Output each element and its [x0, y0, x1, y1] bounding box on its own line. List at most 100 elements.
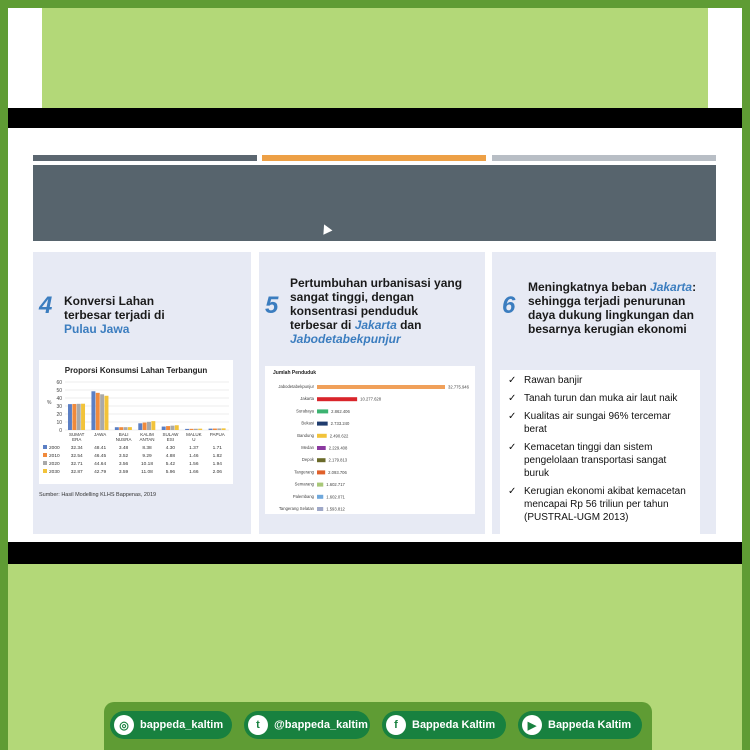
- twitter-icon: t: [248, 715, 268, 735]
- x-tick-label: U: [192, 437, 195, 442]
- list-item: ✓ Kemacetan tinggi dan sistem pengelolaan…: [506, 441, 694, 480]
- bar: [174, 425, 179, 430]
- legend-swatch: [43, 469, 47, 473]
- impact-list: ✓ Rawan banjir ✓ Tanah turun dan muka air …: [500, 370, 700, 534]
- bar: [127, 427, 132, 430]
- bar: [81, 403, 86, 430]
- category-label: Jakarta: [300, 396, 314, 401]
- mouse-cursor-icon: [319, 222, 333, 235]
- facebook-handle: Bappeda Kaltim: [412, 719, 496, 731]
- instagram-handle: bappeda_kaltim: [140, 719, 224, 731]
- panel-title: Pertumbuhan urbanisasi yang sangat tingg…: [290, 276, 462, 346]
- legend-swatch: [43, 445, 47, 449]
- bar: [147, 421, 151, 430]
- data-label: 1.71: [213, 445, 223, 451]
- bar: [317, 507, 324, 511]
- bar: [114, 427, 119, 430]
- checkmark-icon: ✓: [508, 411, 517, 422]
- data-label: 32.54: [71, 453, 83, 459]
- y-tick-label: 0: [59, 428, 62, 434]
- y-tick-label: 30: [56, 404, 62, 410]
- data-label: 2.179.813: [329, 458, 348, 463]
- twitter-link[interactable]: t @bappeda_kaltim: [244, 711, 370, 739]
- bar: [317, 433, 327, 438]
- youtube-icon: ▶: [522, 715, 542, 735]
- bar: [317, 397, 358, 402]
- data-label: 48.41: [94, 445, 106, 451]
- header-bar-orange: [262, 155, 486, 161]
- panel-number: 6: [502, 292, 516, 319]
- title-highlight: Jakarta: [650, 280, 693, 294]
- data-label: 1.602.717: [326, 482, 345, 487]
- bar: [142, 422, 147, 430]
- x-tick-label: NUSRA: [116, 437, 132, 442]
- bar: [217, 428, 222, 430]
- data-label: 5.42: [166, 461, 176, 467]
- data-label: 3.48: [119, 445, 129, 451]
- x-tick-label: JAWA: [94, 432, 106, 437]
- category-label: Bekasi: [301, 421, 314, 426]
- y-tick-label: 20: [56, 412, 62, 418]
- facebook-link[interactable]: f Bappeda Kaltim: [382, 711, 506, 739]
- panel-title: Konversi Lahan terbesar terjadi di Pulau…: [64, 294, 165, 336]
- data-label: 9.29: [142, 453, 152, 459]
- panel-number: 4: [39, 292, 53, 319]
- checkmark-icon: ✓: [508, 375, 517, 386]
- data-label: 1.46: [189, 453, 199, 459]
- category-label: Medan: [301, 445, 314, 450]
- header-bar-gray: [33, 155, 257, 161]
- legend-label: 2010: [49, 453, 60, 459]
- frame-edge-right: [708, 8, 742, 108]
- title-text: terbesar di: [290, 318, 355, 332]
- chart-title: Proporsi Konsumsi Lahan Terbangun: [64, 366, 208, 375]
- bar: [100, 394, 105, 430]
- title-highlight: Pulau Jawa: [64, 322, 130, 336]
- data-label: 5.96: [166, 469, 176, 475]
- x-tick-label: SUMAT: [69, 432, 85, 437]
- data-label: 1.56: [189, 461, 199, 467]
- instagram-link[interactable]: ◎ bappeda_kaltim: [110, 711, 232, 739]
- bar: [317, 458, 326, 463]
- data-label: 1.602.071: [326, 494, 345, 499]
- title-text: :: [692, 280, 697, 294]
- checkmark-icon: ✓: [508, 486, 517, 497]
- y-tick-label: 60: [56, 380, 62, 386]
- population-chart: Jumlah Penduduk Jabodetabekpunjur 32.775.…: [265, 366, 475, 514]
- bar: [76, 403, 81, 430]
- bar: [317, 482, 324, 487]
- source-note: Sumber: Hasil Modelling KLHS Bappenas, 2…: [39, 492, 157, 498]
- data-label: 32.71: [71, 461, 83, 467]
- bar: [189, 428, 194, 430]
- x-tick-label: BALI: [119, 432, 129, 437]
- data-label: 8.38: [142, 445, 152, 451]
- bar: [221, 428, 226, 430]
- data-label: 10.277.628: [360, 397, 382, 402]
- checkmark-icon: ✓: [508, 393, 517, 404]
- title-line: Konversi Lahan: [64, 294, 155, 308]
- category-label: Tangerang Selatan: [279, 506, 315, 511]
- data-label: 1.94: [213, 461, 223, 467]
- youtube-handle: Bappeda Kaltim: [548, 719, 632, 731]
- header-bar-light: [492, 155, 716, 161]
- y-axis-label: %: [47, 400, 52, 406]
- bar: [119, 427, 124, 430]
- category-label: Semarang: [295, 482, 315, 487]
- data-label: 32.87: [71, 469, 83, 475]
- list-item-text: Tanah turun dan muka air laut naik: [524, 393, 678, 404]
- bar: [198, 428, 203, 430]
- title-line: Meningkatnya beban Jakarta:: [528, 280, 696, 294]
- list-item: ✓ Kualitas air sungai 96% tercemar berat: [506, 410, 694, 436]
- twitter-handle: @bappeda_kaltim: [274, 719, 368, 731]
- youtube-link[interactable]: ▶ Bappeda Kaltim: [518, 711, 642, 739]
- data-label: 4.88: [166, 453, 176, 459]
- data-label: 32.34: [71, 445, 83, 451]
- x-tick-label: ESI: [167, 437, 174, 442]
- data-label: 1.593.812: [326, 507, 345, 512]
- bar: [95, 392, 100, 430]
- category-label: Tangerang: [294, 469, 314, 474]
- y-tick-label: 50: [56, 388, 62, 394]
- title-text: Meningkatnya beban: [528, 280, 651, 294]
- panel-title: Meningkatnya beban Jakarta: sehingga ter…: [528, 280, 696, 336]
- title-line: Pertumbuhan urbanisasi yang: [290, 276, 463, 290]
- data-label: 2.733.240: [331, 421, 350, 426]
